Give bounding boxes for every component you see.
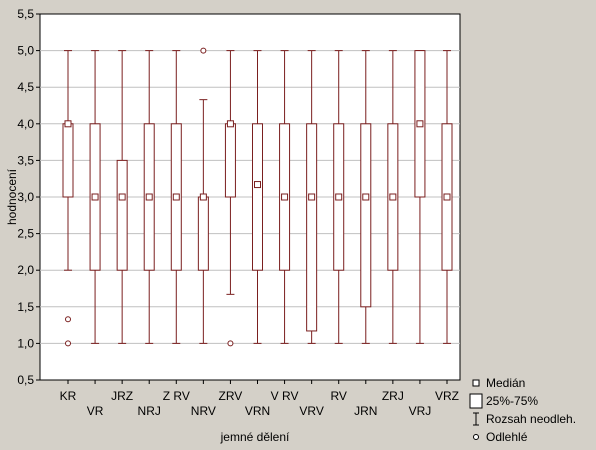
median-marker: [416, 120, 424, 128]
box-iqr: [306, 123, 318, 332]
box-iqr: [224, 123, 236, 198]
median-marker: [389, 193, 397, 201]
legend-label-median: Medián: [486, 376, 526, 390]
legend: Medián 25%-75% Rozsah neodleh. Odlehlé: [468, 374, 576, 446]
y-tick-label: 2,5: [17, 227, 34, 241]
x-tick-label: KR: [60, 389, 77, 403]
legend-label-box: 25%-75%: [486, 394, 539, 408]
y-tick-label: 4,5: [17, 80, 34, 94]
legend-item-median: Medián: [468, 374, 576, 392]
x-tick-label: Z RV: [163, 389, 190, 403]
x-tick-label: NRJ: [138, 404, 161, 418]
median-marker: [118, 193, 126, 201]
box-range-icon: [468, 393, 484, 409]
box-iqr: [116, 159, 128, 271]
x-tick-label: ZRV: [219, 389, 243, 403]
x-tick-label: VRJ: [409, 404, 432, 418]
y-tick-label: 5,5: [17, 7, 34, 21]
median-marker: [254, 181, 261, 189]
median-marker: [199, 193, 207, 201]
y-tick-label: 3,5: [17, 153, 34, 167]
x-tick-label: V RV: [271, 389, 299, 403]
x-tick-label: JRN: [354, 404, 377, 418]
median-marker: [443, 193, 451, 201]
x-axis-label: jemné dělení: [220, 430, 290, 444]
median-marker: [226, 120, 234, 128]
median-marker: [308, 193, 316, 201]
x-tick-label: JRZ: [111, 389, 133, 403]
legend-item-outlier: Odlehlé: [468, 428, 576, 446]
x-tick-label: VRN: [245, 404, 270, 418]
median-marker: [362, 193, 370, 201]
outlier-point: [65, 340, 71, 347]
x-tick-label: VRV: [299, 404, 323, 418]
y-tick-label: 2,0: [17, 263, 34, 277]
x-tick-label: ZRJ: [382, 389, 404, 403]
median-marker-icon: [468, 376, 484, 390]
y-tick-label: 1,0: [17, 336, 34, 350]
x-tick-label: VRZ: [435, 389, 459, 403]
box-iqr: [252, 123, 263, 271]
y-tick-label: 1,5: [17, 300, 34, 314]
x-tick-label: NRV: [191, 404, 216, 418]
median-marker: [335, 193, 343, 201]
y-tick-label: 3,0: [17, 190, 34, 204]
median-marker: [281, 193, 289, 201]
box-iqr: [62, 123, 74, 198]
legend-label-range: Rozsah neodleh.: [486, 412, 577, 426]
y-axis-label: hodnocení: [5, 168, 19, 225]
x-tick-label: RV: [330, 389, 346, 403]
legend-item-range: Rozsah neodleh.: [468, 410, 576, 428]
median-marker: [172, 193, 180, 201]
box-iqr: [360, 123, 372, 308]
outlier-point: [227, 340, 234, 347]
outlier-point: [200, 47, 207, 54]
median-marker: [64, 120, 72, 128]
y-tick-label: 4,0: [17, 117, 34, 131]
y-tick-label: 5,0: [17, 44, 34, 58]
box-iqr: [197, 196, 209, 271]
legend-label-outlier: Odlehlé: [486, 430, 528, 444]
y-tick-label: 0,5: [17, 373, 34, 387]
outlier-point: [65, 316, 71, 323]
outlier-marker-icon: [468, 430, 484, 444]
x-tick-label: VR: [87, 404, 104, 418]
legend-item-box: 25%-75%: [468, 392, 576, 410]
median-marker: [91, 193, 99, 201]
median-marker: [145, 193, 153, 201]
whisker-range-icon: [468, 412, 484, 426]
